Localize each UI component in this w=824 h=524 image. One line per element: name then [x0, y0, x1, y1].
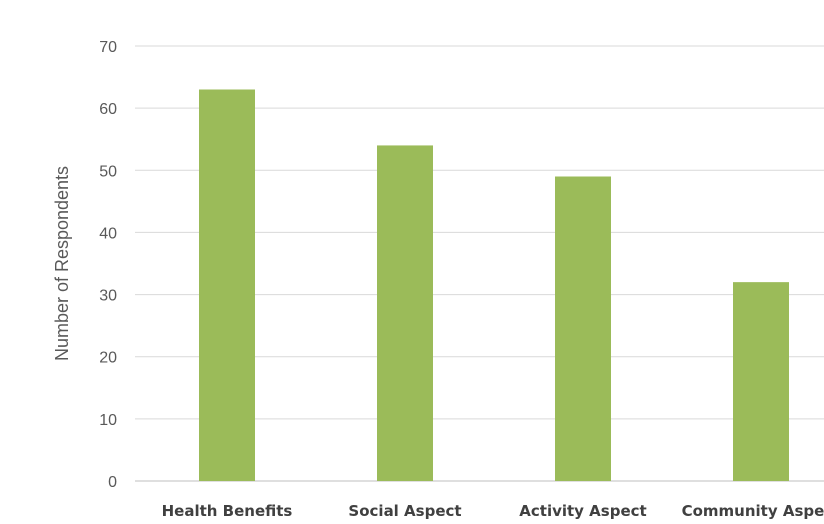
x-tick-label: Health Benefits: [162, 502, 293, 520]
y-tick-label: 10: [99, 412, 117, 429]
x-tick-label: Social Aspect: [348, 502, 461, 520]
bar-social-aspect: [377, 145, 433, 481]
bar-health-benefits: [199, 89, 255, 481]
x-tick-label: Activity Aspect: [519, 502, 646, 520]
y-axis-ticks: 0 10 20 30 40 50 60 70: [99, 39, 117, 491]
y-tick-label: 30: [99, 288, 117, 305]
bar-community-aspect: [733, 282, 789, 481]
y-tick-label: 50: [99, 163, 117, 180]
y-tick-label: 70: [99, 39, 117, 56]
y-tick-label: 20: [99, 350, 117, 367]
y-axis-title: Number of Respondents: [52, 166, 72, 361]
y-tick-label: 60: [99, 101, 117, 118]
x-tick-label: Community Aspect: [682, 502, 824, 520]
x-axis-labels: Health Benefits Social Aspect Activity Asp…: [162, 502, 824, 520]
y-tick-label: 0: [108, 474, 117, 491]
y-tick-label: 40: [99, 225, 117, 242]
bar-activity-aspect: [555, 176, 611, 481]
bars: [199, 89, 789, 481]
